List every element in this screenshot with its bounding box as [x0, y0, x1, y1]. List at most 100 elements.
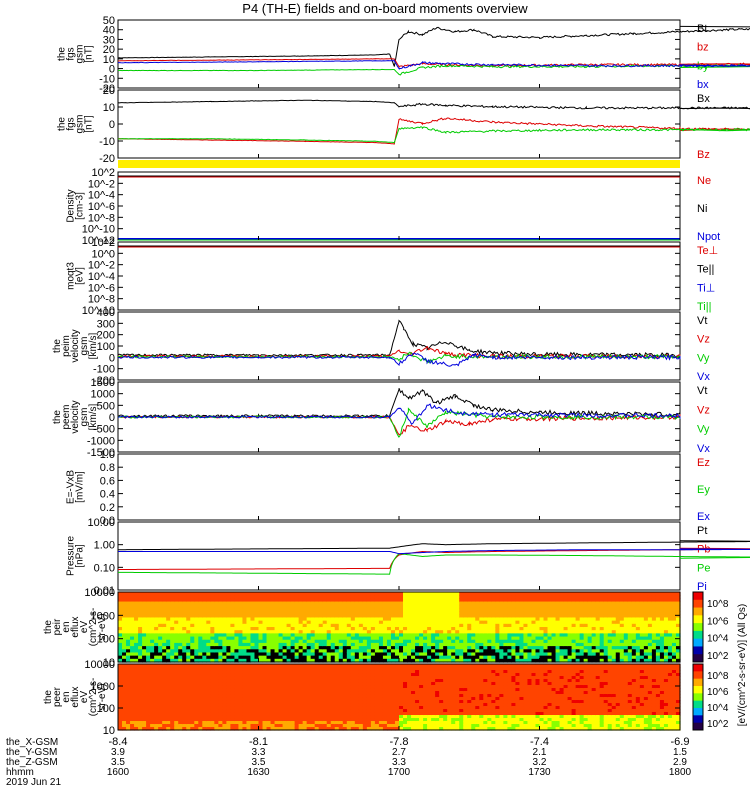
heatmap-cell: [467, 614, 472, 619]
heatmap-cell: [435, 627, 440, 631]
heatmap-cell: [615, 652, 621, 657]
heatmap-cell: [338, 642, 344, 647]
heatmap-cell: [250, 620, 256, 625]
heatmap-cell: [206, 636, 211, 641]
heatmap-cell: [366, 682, 372, 686]
heatmap-cell: [294, 709, 300, 713]
heatmap-cell: [278, 649, 284, 654]
heatmap-cell: [130, 607, 135, 612]
heatmap-cell: [310, 623, 316, 628]
heatmap-cell: [443, 630, 448, 634]
heatmap-cell: [214, 627, 219, 631]
heatmap-cell: [146, 601, 151, 606]
heatmap-cell: [378, 607, 384, 612]
heatmap-cell: [230, 607, 236, 612]
heatmap-cell: [134, 658, 139, 663]
heatmap-cell: [270, 607, 276, 612]
heatmap-cell: [483, 620, 488, 625]
heatmap-cell: [226, 691, 231, 695]
heatmap-cell: [350, 592, 356, 596]
heatmap-cell: [378, 646, 384, 650]
heatmap-cell: [407, 604, 412, 609]
heatmap-cell: [555, 627, 561, 631]
heatmap-cell: [563, 646, 569, 650]
heatmap-cell: [479, 649, 484, 654]
panel-peem_velocity: 150010005000-500-1000-1500thepeemvelocit…: [52, 377, 710, 459]
heatmap-cell: [238, 703, 244, 707]
heatmap-cell: [342, 700, 348, 704]
heatmap-cell: [675, 611, 681, 615]
heatmap-cell: [623, 655, 629, 660]
heatmap-cell: [575, 611, 581, 615]
heatmap-cell: [298, 598, 304, 603]
heatmap-cell: [435, 636, 440, 641]
heatmap-cell: [475, 646, 480, 650]
heatmap-cell: [134, 630, 139, 634]
heatmap-cell: [611, 646, 617, 650]
heatmap-cell: [407, 679, 412, 683]
heatmap-cell: [394, 627, 400, 631]
heatmap-cell: [238, 649, 244, 654]
heatmap-cell: [607, 598, 613, 603]
heatmap-cell: [659, 614, 665, 619]
heatmap-cell: [499, 649, 504, 654]
heatmap-cell: [443, 655, 448, 660]
heatmap-cell: [559, 627, 565, 631]
heatmap-cell: [122, 617, 127, 622]
heatmap-cell: [310, 592, 316, 596]
heatmap-cell: [190, 706, 195, 710]
heatmap-cell: [346, 649, 352, 654]
heatmap-cell: [334, 627, 340, 631]
heatmap-cell: [411, 652, 416, 657]
heatmap-cell: [162, 721, 167, 725]
heatmap-cell: [178, 727, 183, 731]
heatmap-cell: [342, 614, 348, 619]
heatmap-cell: [270, 604, 276, 609]
heatmap-cell: [314, 670, 320, 674]
heatmap-cell: [206, 627, 211, 631]
heatmap-cell: [198, 679, 203, 683]
heatmap-cell: [431, 607, 436, 612]
heatmap-cell: [675, 598, 681, 603]
heatmap-cell: [378, 655, 384, 660]
heatmap-cell: [635, 633, 641, 638]
heatmap-cell: [178, 715, 183, 719]
heatmap-cell: [266, 655, 272, 660]
heatmap-cell: [278, 727, 284, 731]
heatmap-cell: [587, 658, 593, 663]
heatmap-cell: [639, 592, 645, 596]
heatmap-cell: [314, 679, 320, 683]
heatmap-cell: [338, 715, 344, 719]
heatmap-cell: [555, 639, 561, 644]
heatmap-cell: [471, 611, 476, 615]
heatmap-cell: [443, 646, 448, 650]
heatmap-cell: [435, 623, 440, 628]
heatmap-cell: [254, 658, 260, 663]
heatmap-cell: [659, 658, 665, 663]
heatmap-cell: [579, 592, 585, 596]
heatmap-cell: [174, 694, 179, 698]
heatmap-cell: [258, 642, 264, 647]
heatmap-cell: [659, 604, 665, 609]
heatmap-cell: [483, 655, 488, 660]
y-axis-label-line: [nT]: [84, 45, 95, 62]
heatmap-cell: [515, 627, 521, 631]
heatmap-cell: [198, 676, 203, 680]
heatmap-cell: [258, 664, 264, 668]
y-tick-label: 50: [103, 15, 115, 27]
heatmap-cell: [254, 673, 260, 677]
heatmap-cell: [150, 620, 155, 625]
heatmap-cell: [294, 649, 300, 654]
heatmap-cell: [358, 601, 364, 606]
heatmap-cell: [439, 630, 444, 634]
heatmap-cell: [146, 646, 151, 650]
heatmap-cell: [459, 611, 464, 615]
heatmap-cell: [643, 614, 649, 619]
heatmap-cell: [246, 703, 252, 707]
heatmap-cell: [551, 630, 557, 634]
heatmap-cell: [571, 614, 577, 619]
heatmap-cell: [222, 679, 227, 683]
heatmap-cell: [170, 620, 175, 625]
heatmap-cell: [310, 598, 316, 603]
heatmap-cell: [162, 598, 167, 603]
